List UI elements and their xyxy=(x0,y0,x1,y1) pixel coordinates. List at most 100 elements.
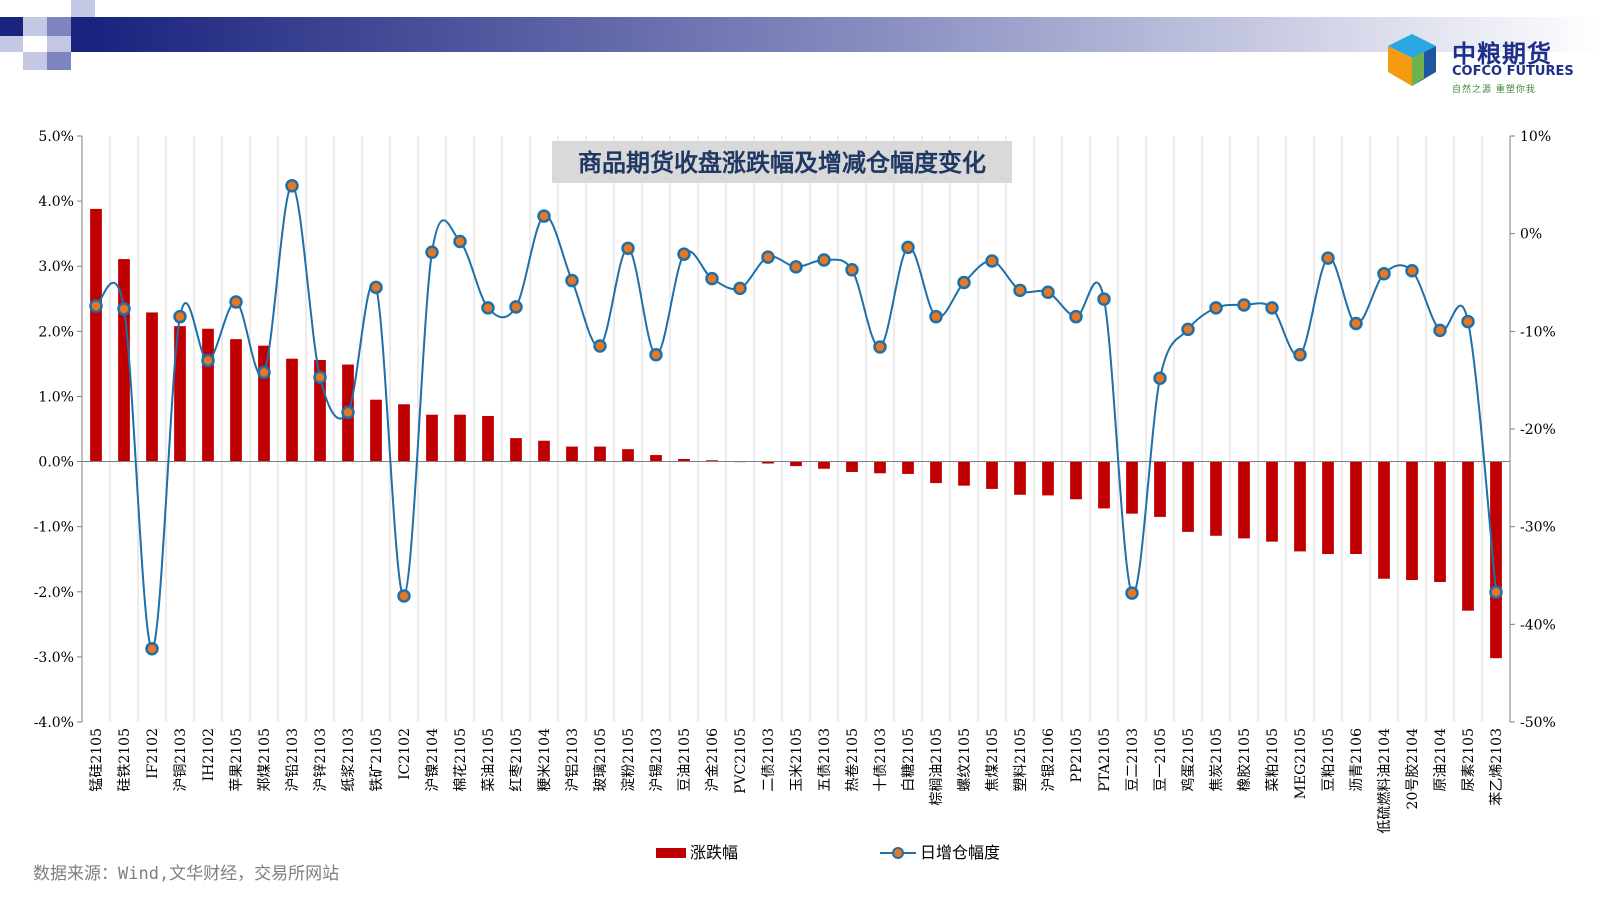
y-left-tick-label: 1.0% xyxy=(38,389,74,405)
bar xyxy=(650,455,662,462)
line-point xyxy=(929,309,943,324)
bar xyxy=(1182,461,1194,532)
y-left-tick-label: -3.0% xyxy=(34,650,74,666)
line-point xyxy=(621,241,635,256)
bar xyxy=(1098,461,1110,509)
line-point xyxy=(1265,301,1279,315)
line-point xyxy=(173,309,187,324)
title-background xyxy=(552,141,1012,183)
y-left-tick-label: -1.0% xyxy=(34,520,74,536)
bar xyxy=(1014,461,1026,495)
category-label: 沪铜2103 xyxy=(173,728,189,792)
category-label: PP2105 xyxy=(1069,728,1085,782)
category-label: 20号胶2104 xyxy=(1404,728,1421,810)
line-point xyxy=(1293,348,1307,362)
category-label: 锰硅2105 xyxy=(89,728,105,792)
y-right-tick-label: -30% xyxy=(1520,520,1556,536)
line-point xyxy=(733,281,747,296)
line-point xyxy=(145,642,159,656)
line-point xyxy=(509,300,523,314)
bar xyxy=(902,461,914,474)
grid xyxy=(109,136,1483,722)
line-point xyxy=(649,348,663,362)
line-point xyxy=(761,250,775,264)
category-label: IH2102 xyxy=(201,728,217,781)
bar xyxy=(1350,461,1362,555)
bar xyxy=(1322,461,1334,555)
legend-bar-label: 涨跌幅 xyxy=(690,843,738,862)
bar xyxy=(510,438,522,462)
bar xyxy=(1070,461,1082,500)
line-point xyxy=(313,370,327,384)
chart-title: 商品期货收盘涨跌幅及增减仓幅度变化 xyxy=(578,148,986,177)
bar xyxy=(1154,461,1166,517)
line-point xyxy=(1097,292,1111,306)
bar xyxy=(146,312,158,462)
line-point xyxy=(1349,316,1363,331)
category-label: PTA2105 xyxy=(1097,728,1113,792)
line-point xyxy=(481,301,495,315)
category-label: 棕榈油2105 xyxy=(929,728,945,806)
y-left-tick-label: -2.0% xyxy=(34,585,74,601)
bar xyxy=(398,404,410,462)
line-point xyxy=(425,245,439,259)
bar xyxy=(818,461,830,469)
line-point xyxy=(901,240,915,255)
category-label: 十债2103 xyxy=(873,728,889,792)
category-label: 白糖2105 xyxy=(901,728,917,792)
category-label: IF2102 xyxy=(145,728,161,779)
bar xyxy=(566,446,578,462)
line-point xyxy=(985,254,999,268)
category-label: 郑煤2105 xyxy=(257,728,273,792)
category-label: 硅铁2105 xyxy=(117,728,133,792)
category-label: 沪镍2104 xyxy=(425,728,441,792)
line-point xyxy=(117,302,131,316)
category-label: 红枣2105 xyxy=(509,728,525,792)
line-point xyxy=(677,247,691,261)
bar xyxy=(1294,461,1306,552)
line-point xyxy=(89,299,103,313)
category-label: 豆粕2105 xyxy=(1321,728,1337,792)
category-label: 菜粕2105 xyxy=(1265,728,1281,792)
category-label: 豆一2105 xyxy=(1153,728,1169,792)
bar xyxy=(790,461,802,467)
y-left-tick-label: 4.0% xyxy=(38,194,74,210)
bar xyxy=(1210,461,1222,536)
line-point xyxy=(201,353,215,368)
line-point xyxy=(1069,309,1083,324)
y-left-tick-label: 2.0% xyxy=(38,324,74,340)
bar xyxy=(286,358,298,462)
category-label: 螺纹2105 xyxy=(957,728,973,792)
category-label: MEG2105 xyxy=(1293,728,1309,799)
category-label: 棉花2105 xyxy=(452,728,469,792)
y-left-tick-label: -4.0% xyxy=(34,715,74,731)
chart-title-box: 商品期货收盘涨跌幅及增减仓幅度变化 xyxy=(552,141,1012,183)
legend-line-marker xyxy=(892,847,904,859)
line-point xyxy=(1433,323,1447,338)
category-label: IC2102 xyxy=(397,728,413,780)
line-point xyxy=(1489,585,1503,599)
category-label: 菜油2105 xyxy=(481,728,497,792)
line-point xyxy=(257,365,271,380)
line-point xyxy=(1153,371,1167,385)
bar xyxy=(1462,461,1474,611)
line-point xyxy=(1013,283,1027,298)
category-label: 玻璃2105 xyxy=(592,728,609,792)
bar xyxy=(1490,461,1502,659)
bar xyxy=(482,415,494,462)
bar xyxy=(370,399,382,462)
bar xyxy=(1378,461,1390,579)
logo-slogan: 自然之源 重塑你我 xyxy=(1452,85,1536,95)
bar xyxy=(846,461,858,472)
line-point xyxy=(1377,266,1391,281)
line-point xyxy=(1209,301,1223,315)
legend: 涨跌幅 日增仓幅度 xyxy=(656,843,1000,862)
category-label: 淀粉2105 xyxy=(621,728,637,792)
bar xyxy=(314,359,326,462)
y-right-tick-label: -40% xyxy=(1520,617,1556,633)
bar xyxy=(958,461,970,486)
bar xyxy=(706,460,718,462)
line-point xyxy=(789,260,803,274)
bar xyxy=(258,345,270,462)
